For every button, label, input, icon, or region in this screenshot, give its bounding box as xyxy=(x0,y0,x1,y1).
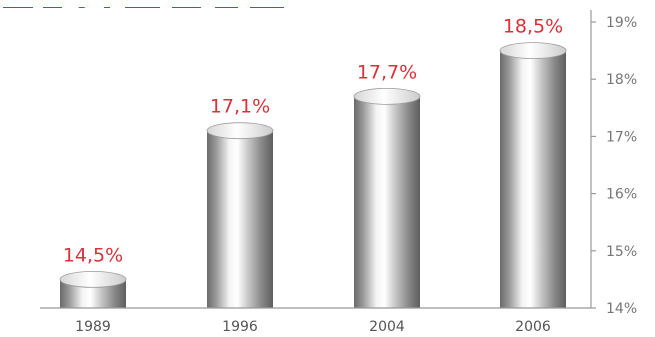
bar: 17,7% xyxy=(353,61,421,308)
bar-cap xyxy=(206,122,274,140)
bar-body xyxy=(500,50,566,308)
y-tick-label: 18% xyxy=(606,72,637,88)
bar-body xyxy=(207,130,273,308)
bar: 14,5% xyxy=(59,244,127,308)
bar-cap xyxy=(59,270,127,288)
bar: 18,5% xyxy=(499,16,567,308)
x-category-label: 1996 xyxy=(222,319,258,335)
bar: 17,1% xyxy=(206,96,274,308)
bar-value-label: 17,7% xyxy=(357,61,417,83)
y-axis: 14% 15% 16% 17% 18% 19% xyxy=(590,10,637,317)
cropped-title-strokes xyxy=(3,7,284,8)
y-tick-label: 15% xyxy=(606,244,637,260)
x-category-label: 2004 xyxy=(369,319,405,335)
cropped-title-fragment xyxy=(0,0,290,8)
x-axis: 1989 1996 2004 2006 xyxy=(40,307,591,335)
x-category-label: 2006 xyxy=(515,319,551,335)
bar-value-label: 17,1% xyxy=(210,96,270,118)
bar-body xyxy=(354,96,420,308)
y-tick-label: 16% xyxy=(606,187,637,203)
y-tick-label: 19% xyxy=(606,15,637,31)
bar-cap xyxy=(499,42,567,59)
bars: 14,5% 17,1% 17,7% 18,5% xyxy=(59,16,567,308)
bar-value-label: 18,5% xyxy=(503,16,563,38)
y-tick-label: 14% xyxy=(606,301,637,317)
bar-cap xyxy=(353,87,421,105)
bar-value-label: 14,5% xyxy=(63,244,123,266)
x-category-label: 1989 xyxy=(75,319,111,335)
y-tick-label: 17% xyxy=(606,129,637,145)
